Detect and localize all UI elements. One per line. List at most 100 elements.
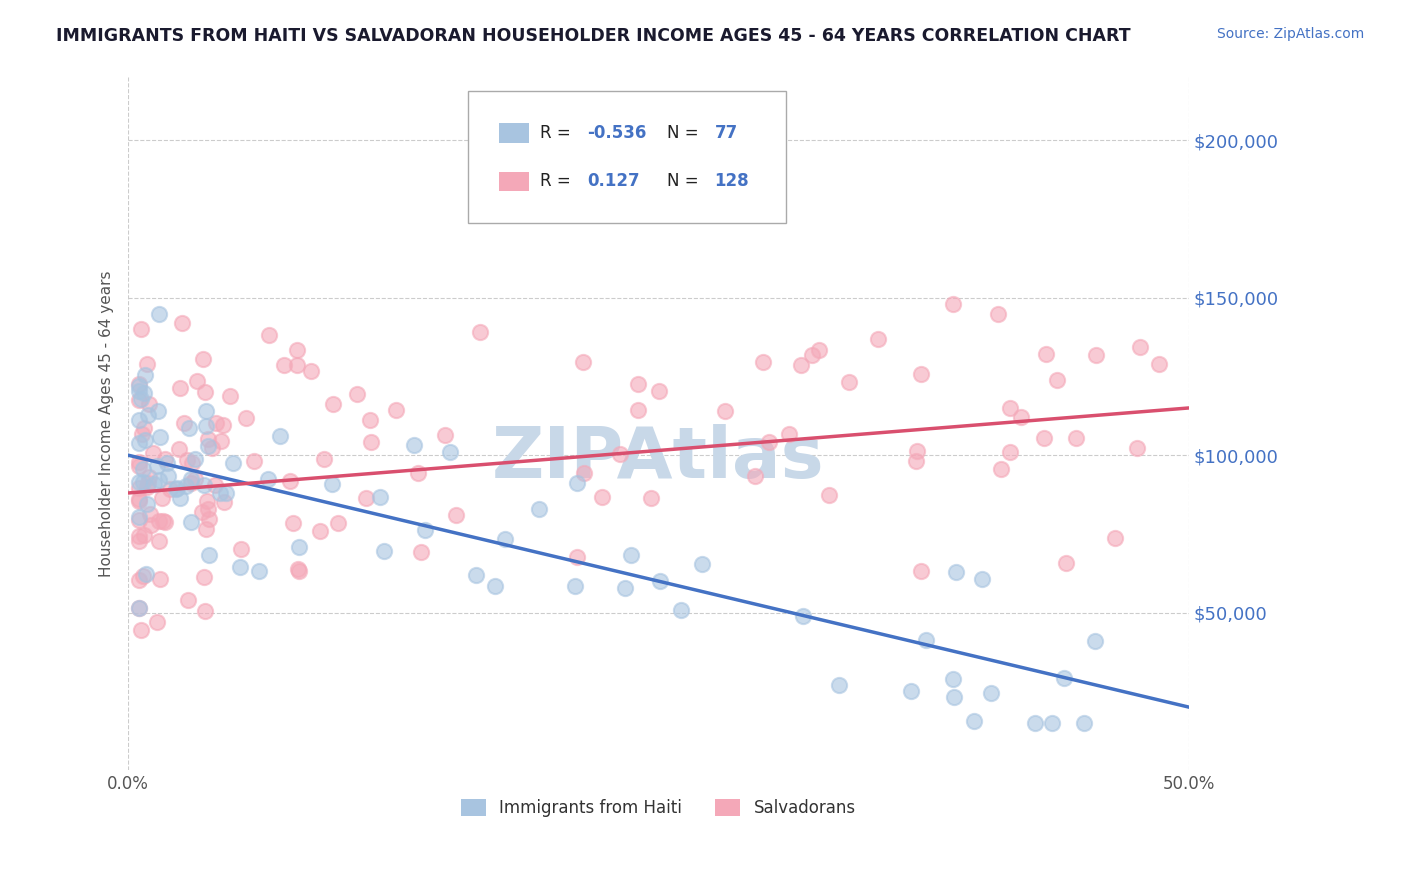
- Point: [152, 514, 174, 528]
- Point: [565, 476, 588, 491]
- Point: [326, 516, 349, 530]
- Point: [744, 468, 766, 483]
- Point: [193, 478, 215, 492]
- Point: [169, 381, 191, 395]
- Point: [194, 385, 217, 400]
- Point: [1073, 715, 1095, 730]
- Point: [1024, 715, 1046, 730]
- Point: [177, 592, 200, 607]
- Point: [180, 472, 202, 486]
- Point: [128, 436, 150, 450]
- Point: [209, 434, 232, 448]
- Point: [197, 432, 219, 446]
- Point: [195, 522, 218, 536]
- Text: Source: ZipAtlas.com: Source: ZipAtlas.com: [1216, 27, 1364, 41]
- Point: [195, 419, 218, 434]
- Point: [373, 544, 395, 558]
- Point: [209, 486, 232, 500]
- Point: [1084, 348, 1107, 362]
- Point: [527, 502, 550, 516]
- Point: [613, 581, 636, 595]
- Point: [285, 358, 308, 372]
- Point: [148, 514, 170, 528]
- Point: [1104, 531, 1126, 545]
- Text: R =: R =: [540, 124, 575, 142]
- Point: [1084, 634, 1107, 648]
- Point: [155, 515, 177, 529]
- Point: [1046, 373, 1069, 387]
- Point: [146, 404, 169, 418]
- Point: [354, 491, 377, 505]
- Point: [990, 462, 1012, 476]
- Point: [128, 384, 150, 398]
- Text: ZIPAtlas: ZIPAtlas: [492, 424, 825, 493]
- Point: [626, 402, 648, 417]
- Point: [135, 566, 157, 581]
- Point: [128, 458, 150, 473]
- FancyBboxPatch shape: [468, 91, 786, 223]
- Point: [131, 475, 153, 489]
- Point: [138, 396, 160, 410]
- Point: [914, 633, 936, 648]
- Point: [1126, 442, 1149, 456]
- Point: [146, 458, 169, 473]
- Point: [370, 490, 392, 504]
- Point: [404, 438, 426, 452]
- Point: [434, 427, 457, 442]
- Point: [214, 494, 236, 508]
- Point: [591, 491, 613, 505]
- Point: [194, 404, 217, 418]
- Point: [132, 386, 155, 401]
- Point: [905, 444, 928, 458]
- Point: [299, 364, 322, 378]
- Point: [128, 492, 150, 507]
- Point: [494, 532, 516, 546]
- Point: [128, 600, 150, 615]
- Point: [866, 332, 889, 346]
- Point: [131, 461, 153, 475]
- Point: [900, 684, 922, 698]
- Point: [243, 454, 266, 468]
- Point: [128, 378, 150, 392]
- Point: [778, 426, 800, 441]
- Point: [166, 481, 188, 495]
- Point: [273, 359, 295, 373]
- Point: [1053, 672, 1076, 686]
- Point: [287, 562, 309, 576]
- Point: [828, 678, 851, 692]
- Text: N =: N =: [666, 124, 704, 142]
- Point: [139, 517, 162, 532]
- Point: [235, 410, 257, 425]
- Point: [1129, 340, 1152, 354]
- Point: [650, 574, 672, 589]
- Point: [132, 421, 155, 435]
- Point: [439, 445, 461, 459]
- Point: [138, 470, 160, 484]
- Point: [359, 413, 381, 427]
- Point: [128, 393, 150, 408]
- Point: [180, 516, 202, 530]
- Point: [346, 387, 368, 401]
- Point: [690, 558, 713, 572]
- Point: [197, 439, 219, 453]
- Point: [128, 481, 150, 495]
- Point: [321, 477, 343, 491]
- Point: [309, 524, 332, 538]
- Point: [229, 541, 252, 556]
- Point: [179, 420, 201, 434]
- Point: [669, 603, 692, 617]
- Point: [758, 435, 780, 450]
- Point: [247, 564, 270, 578]
- Point: [620, 549, 643, 563]
- Point: [136, 497, 159, 511]
- Point: [157, 469, 180, 483]
- Point: [1147, 357, 1170, 371]
- Point: [627, 376, 650, 391]
- Text: R =: R =: [540, 172, 581, 190]
- Point: [648, 384, 671, 399]
- Point: [167, 442, 190, 456]
- Point: [360, 434, 382, 449]
- Point: [134, 433, 156, 447]
- Point: [148, 307, 170, 321]
- Point: [142, 446, 165, 460]
